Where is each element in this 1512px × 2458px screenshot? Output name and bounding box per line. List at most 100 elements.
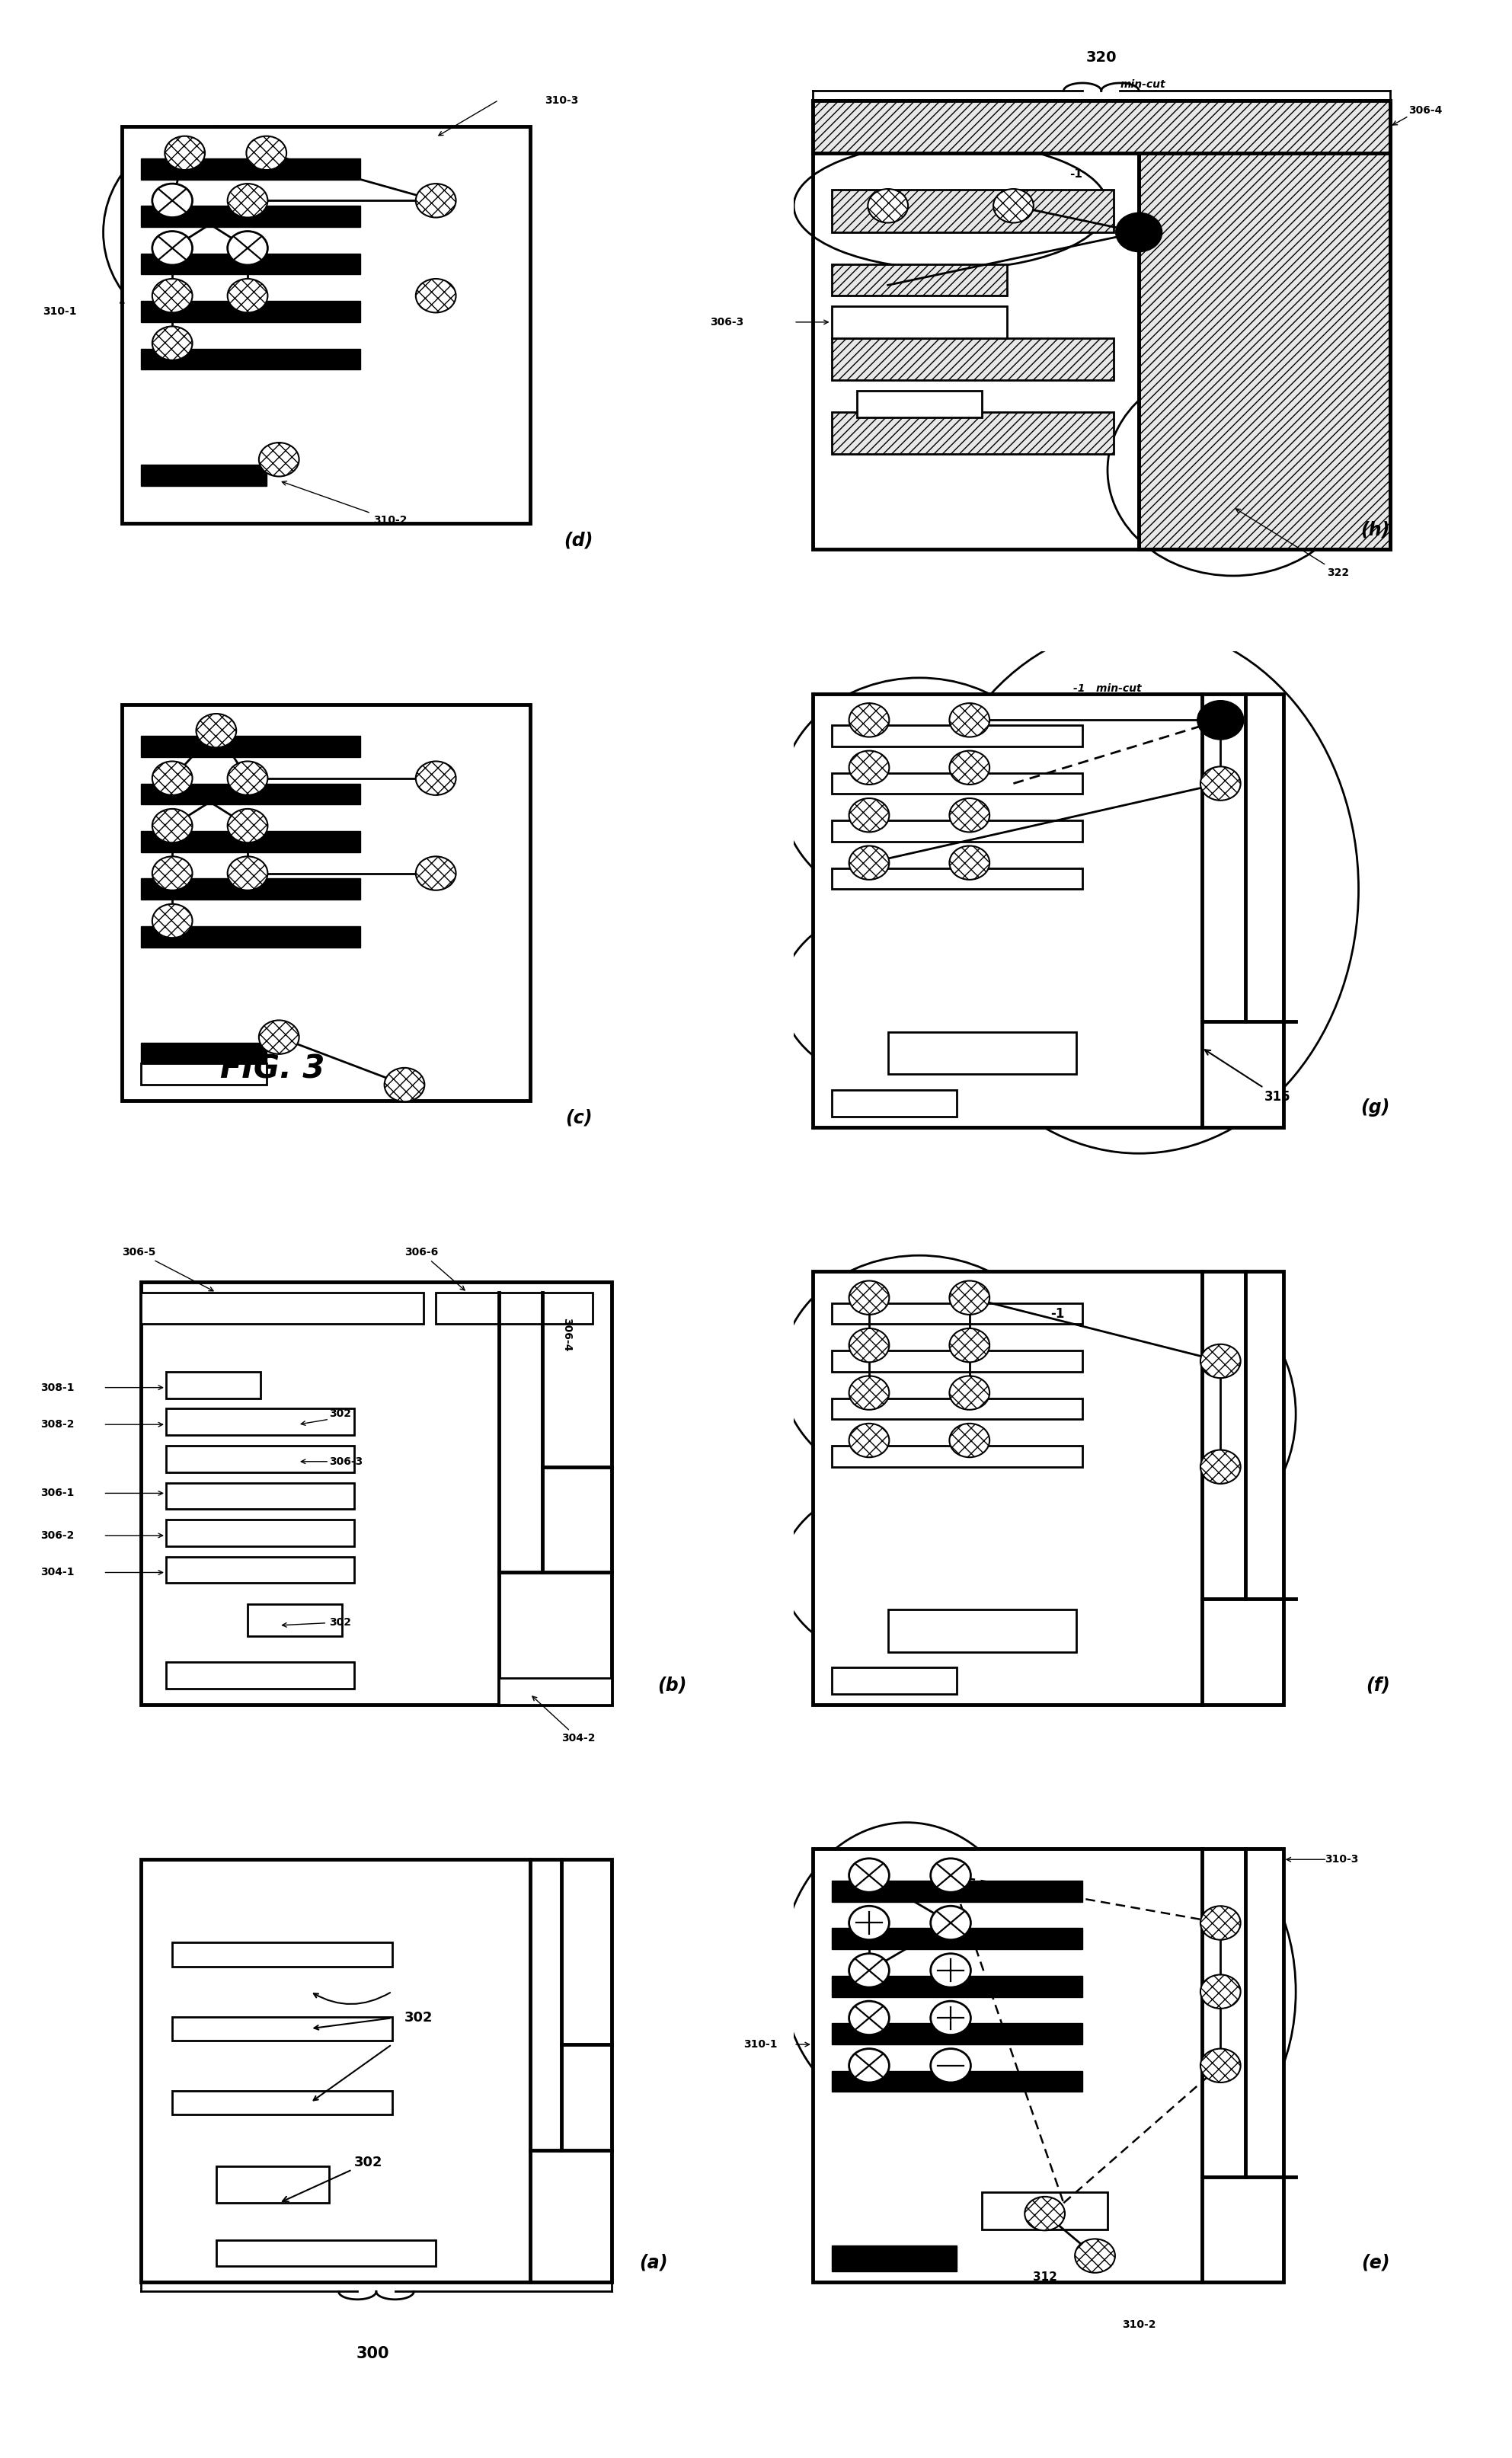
Text: min-cut: min-cut	[1120, 79, 1166, 88]
Bar	[832, 1880, 1083, 1902]
Circle shape	[950, 1376, 989, 1411]
Bar	[166, 1556, 354, 1583]
Bar	[141, 831, 360, 853]
Bar	[141, 1858, 611, 2281]
Text: FIG. 3: FIG. 3	[219, 1052, 325, 1086]
Circle shape	[1201, 767, 1240, 801]
Bar	[166, 1519, 354, 1546]
Circle shape	[850, 1376, 889, 1411]
Bar	[832, 1089, 957, 1116]
Circle shape	[227, 762, 268, 794]
Bar	[172, 2016, 392, 2040]
Circle shape	[1201, 1450, 1240, 1485]
Circle shape	[993, 189, 1034, 224]
Circle shape	[950, 703, 989, 737]
Circle shape	[416, 762, 457, 794]
Text: 320: 320	[1086, 52, 1117, 64]
Bar	[141, 157, 360, 179]
Text: (e): (e)	[1361, 2254, 1390, 2271]
Text: (g): (g)	[1361, 1099, 1390, 1116]
Bar	[122, 703, 531, 1101]
Text: 310-3: 310-3	[1325, 1853, 1358, 1866]
Circle shape	[930, 1858, 971, 1893]
Text: 306-3: 306-3	[711, 317, 744, 327]
Text: 306-2: 306-2	[41, 1531, 74, 1541]
Circle shape	[850, 750, 889, 784]
Bar	[141, 349, 360, 369]
Bar	[812, 1271, 1284, 1706]
Bar	[832, 2244, 957, 2271]
Bar	[832, 337, 1114, 381]
Text: 310-1: 310-1	[744, 2040, 777, 2050]
Circle shape	[850, 1423, 889, 1458]
Bar	[141, 784, 360, 804]
Circle shape	[165, 135, 206, 170]
Circle shape	[153, 809, 192, 843]
Bar	[141, 1042, 266, 1064]
Bar	[856, 391, 983, 418]
Text: -1: -1	[1069, 170, 1083, 179]
Text: (h): (h)	[1361, 521, 1390, 538]
Bar	[812, 693, 1284, 1126]
Bar	[812, 101, 1390, 152]
Text: 322: 322	[1235, 509, 1349, 578]
Bar	[141, 253, 360, 275]
Text: 312: 312	[1033, 2271, 1057, 2283]
Bar	[832, 307, 1007, 337]
Circle shape	[930, 1954, 971, 1989]
Circle shape	[416, 855, 457, 890]
Circle shape	[153, 231, 192, 265]
Text: 306-1: 306-1	[41, 1487, 74, 1499]
Circle shape	[153, 762, 192, 794]
Circle shape	[227, 855, 268, 890]
Text: 310-2: 310-2	[283, 482, 407, 526]
Text: 306-5: 306-5	[122, 1246, 213, 1290]
Text: 302: 302	[283, 1617, 351, 1627]
Bar	[888, 1610, 1077, 1652]
Circle shape	[930, 1905, 971, 1939]
Bar	[122, 125, 531, 524]
Bar	[166, 1408, 354, 1435]
Circle shape	[850, 703, 889, 737]
Text: -1   min-cut: -1 min-cut	[1074, 683, 1142, 693]
Bar	[172, 2092, 392, 2114]
Circle shape	[227, 231, 268, 265]
Circle shape	[1116, 214, 1163, 251]
Bar	[832, 1667, 957, 1694]
Circle shape	[153, 278, 192, 312]
Circle shape	[868, 189, 909, 224]
Circle shape	[1025, 2197, 1064, 2229]
Bar	[141, 735, 360, 757]
Bar	[812, 101, 1390, 548]
Bar	[248, 1605, 342, 1637]
Circle shape	[259, 442, 299, 477]
Text: (a): (a)	[640, 2254, 668, 2271]
Circle shape	[227, 184, 268, 216]
Bar	[832, 1927, 1083, 1949]
Bar	[832, 821, 1083, 841]
Text: 304-2: 304-2	[532, 1696, 596, 1743]
Bar	[832, 1399, 1083, 1418]
Bar	[166, 1482, 354, 1509]
Circle shape	[1075, 2239, 1114, 2274]
Circle shape	[153, 855, 192, 890]
Circle shape	[1201, 1974, 1240, 2008]
Text: 310-1: 310-1	[42, 307, 76, 317]
Bar	[832, 413, 1114, 455]
Circle shape	[850, 846, 889, 880]
Circle shape	[153, 327, 192, 361]
Circle shape	[950, 1327, 989, 1362]
Circle shape	[850, 1905, 889, 1939]
Bar	[435, 1293, 593, 1325]
Circle shape	[950, 1423, 989, 1458]
Circle shape	[850, 2048, 889, 2082]
Circle shape	[153, 184, 192, 216]
Circle shape	[930, 2048, 971, 2082]
Text: -1: -1	[1051, 1308, 1064, 1320]
Text: 310-3: 310-3	[544, 96, 578, 106]
Bar	[832, 263, 1007, 295]
Text: 310-2: 310-2	[1122, 2320, 1155, 2330]
Circle shape	[950, 750, 989, 784]
Circle shape	[1198, 701, 1244, 740]
Circle shape	[227, 278, 268, 312]
